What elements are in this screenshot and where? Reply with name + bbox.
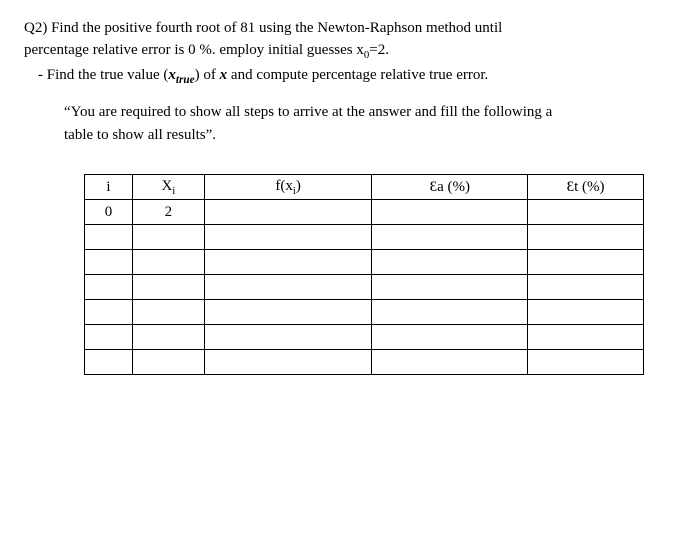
cell-blank bbox=[132, 350, 204, 375]
cell-blank bbox=[372, 300, 528, 325]
cell-blank bbox=[204, 350, 372, 375]
th-i: i bbox=[85, 175, 133, 200]
cell-i-0: 0 bbox=[85, 200, 133, 225]
cell-blank bbox=[85, 225, 133, 250]
th-et: Ɛt (%) bbox=[528, 175, 644, 200]
question-line-1: Q2) Find the positive fourth root of 81 … bbox=[24, 18, 676, 38]
cell-xi-0: 2 bbox=[132, 200, 204, 225]
cell-blank bbox=[528, 250, 644, 275]
table-row bbox=[85, 350, 644, 375]
cell-blank bbox=[528, 350, 644, 375]
table-row bbox=[85, 325, 644, 350]
cell-et-0 bbox=[528, 200, 644, 225]
table-row bbox=[85, 250, 644, 275]
th-ea: Ɛa (%) bbox=[372, 175, 528, 200]
instruction-block: “You are required to show all steps to a… bbox=[24, 102, 676, 146]
cell-blank bbox=[372, 275, 528, 300]
cell-blank bbox=[85, 350, 133, 375]
cell-blank bbox=[204, 250, 372, 275]
cell-blank bbox=[132, 325, 204, 350]
cell-blank bbox=[85, 325, 133, 350]
cell-blank bbox=[372, 350, 528, 375]
th-fxi-pre: f(x bbox=[275, 178, 293, 194]
results-table: i Xi f(xi) Ɛa (%) Ɛt (%) 0 2 bbox=[84, 174, 644, 375]
th-xi-sub: i bbox=[172, 185, 175, 197]
cell-blank bbox=[372, 225, 528, 250]
cell-blank bbox=[528, 225, 644, 250]
th-xi: Xi bbox=[132, 175, 204, 200]
cell-blank bbox=[204, 225, 372, 250]
q-line3-x: x bbox=[168, 67, 176, 83]
cell-blank bbox=[204, 300, 372, 325]
cell-blank bbox=[132, 225, 204, 250]
cell-blank bbox=[85, 275, 133, 300]
table-row bbox=[85, 275, 644, 300]
cell-blank bbox=[528, 325, 644, 350]
cell-blank bbox=[85, 250, 133, 275]
table-row bbox=[85, 300, 644, 325]
q-line2-a: percentage relative error is 0 %. employ… bbox=[24, 42, 364, 58]
question-line-2: percentage relative error is 0 %. employ… bbox=[24, 40, 676, 63]
th-fxi-post: ) bbox=[296, 178, 301, 194]
table-row: 0 2 bbox=[85, 200, 644, 225]
instruction-line-2: table to show all results”. bbox=[64, 125, 656, 146]
cell-blank bbox=[204, 275, 372, 300]
cell-blank bbox=[372, 325, 528, 350]
q-line3-c: and compute percentage relative true err… bbox=[227, 67, 488, 83]
cell-fxi-0 bbox=[204, 200, 372, 225]
q-line2-b: =2. bbox=[369, 42, 389, 58]
cell-blank bbox=[132, 250, 204, 275]
results-table-wrap: i Xi f(xi) Ɛa (%) Ɛt (%) 0 2 bbox=[24, 174, 676, 375]
table-row bbox=[85, 225, 644, 250]
cell-blank bbox=[528, 275, 644, 300]
cell-blank bbox=[204, 325, 372, 350]
instruction-line-1: “You are required to show all steps to a… bbox=[64, 102, 656, 123]
q-line3-a: - Find the true value ( bbox=[38, 67, 168, 83]
cell-blank bbox=[372, 250, 528, 275]
cell-blank bbox=[132, 300, 204, 325]
q-line3-b: ) of bbox=[195, 67, 220, 83]
table-header-row: i Xi f(xi) Ɛa (%) Ɛt (%) bbox=[85, 175, 644, 200]
th-fxi: f(xi) bbox=[204, 175, 372, 200]
th-xi-pre: X bbox=[161, 178, 172, 194]
question-line-3: - Find the true value (xtrue) of x and c… bbox=[24, 65, 676, 88]
q-line3-sub: true bbox=[176, 74, 195, 86]
cell-blank bbox=[85, 300, 133, 325]
cell-ea-0 bbox=[372, 200, 528, 225]
cell-blank bbox=[528, 300, 644, 325]
cell-blank bbox=[132, 275, 204, 300]
